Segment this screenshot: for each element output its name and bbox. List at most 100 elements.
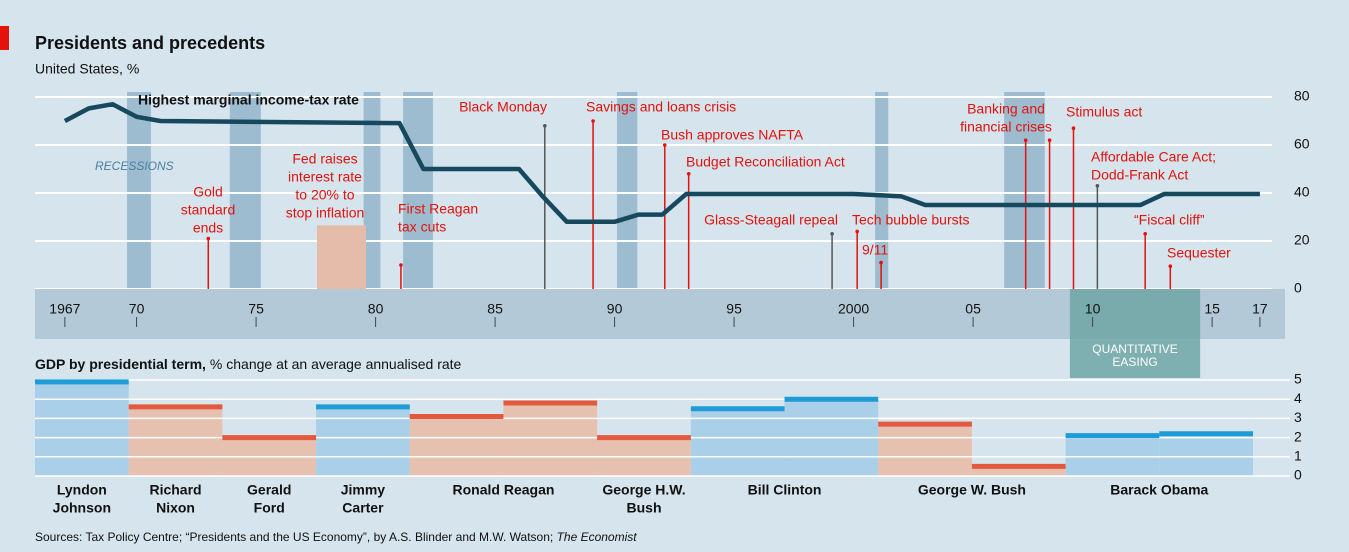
fed-label: to 20% to [295,187,354,203]
x-tick-label: 17 [1252,301,1268,317]
fed-box [317,225,367,289]
event-dot [1143,232,1147,236]
qe-label: EASING [1112,355,1157,369]
x-tick-label: 85 [487,301,503,317]
gdp-bar [1159,433,1253,476]
gdp-subtitle: % change at an average annualised rate [210,356,462,372]
qe-box [1069,289,1201,378]
fed-label: interest rate [288,169,362,185]
y-tick-label: 1 [1294,448,1302,464]
event-dot [1047,138,1052,142]
event-label: Dodd-Frank Act [1091,167,1188,183]
y-tick-label: 60 [1294,136,1310,152]
x-tick-label: 80 [368,301,384,317]
event-dot [542,124,547,128]
event-label: First Reagan [398,201,478,217]
recession-band [403,92,433,289]
event-label: tax cuts [398,219,446,235]
event-dot [206,236,211,241]
gdp-bar [316,406,410,476]
x-tick-label: 05 [965,301,981,317]
event-label: Banking and [967,101,1045,117]
source-text: Sources: Tax Policy Centre; “Presidents … [35,530,557,544]
event-dot [855,229,859,234]
event-label: Bush approves NAFTA [661,127,804,143]
event-label: Gold [193,184,223,200]
president-label: Bush [627,500,662,516]
event-dot [1168,264,1173,269]
gdp-bar [690,408,785,476]
x-tick-label: 70 [129,301,145,317]
president-label: Jimmy [341,482,386,498]
chart-subtitle: United States, % [35,61,139,77]
gdp-bar [503,403,598,476]
event-label: standard [181,202,235,218]
event-label: Stimulus act [1066,104,1142,120]
gdp-bar [35,381,129,476]
y-tick-label: 2 [1294,428,1302,444]
event-dot [591,119,595,123]
source: Sources: Tax Policy Centre; “Presidents … [35,530,637,544]
x-tick-label: 95 [726,301,742,317]
y-tick-label: 0 [1294,467,1302,483]
event-label: “Fiscal cliff” [1134,212,1205,228]
event-label: Affordable Care Act; [1091,149,1216,165]
fed-label: stop inflation [286,205,365,221]
president-label: George W. Bush [918,482,1026,498]
president-label: Barack Obama [1110,482,1208,498]
x-tick-label: 10 [1085,301,1101,317]
president-label: Bill Clinton [748,482,822,498]
event-dot [399,263,403,267]
source-italic: The Economist [557,530,638,544]
president-label: Johnson [53,500,111,516]
president-label: Lyndon [57,482,107,498]
event-dot [686,172,691,176]
y-tick-label: 3 [1294,409,1302,425]
recession-band [127,92,151,289]
y-tick-label: 4 [1294,390,1302,406]
y-tick-label: 80 [1294,88,1310,104]
event-label: Tech bubble bursts [852,212,970,228]
event-dot [830,232,834,236]
president-label: George H.W. [602,482,685,498]
y-tick-label: 5 [1294,371,1302,387]
fed-label: Fed raises [292,151,357,167]
president-label: Carter [342,500,384,516]
recession-band [616,92,638,289]
x-tick-label: 75 [248,301,264,317]
y-tick-label: 0 [1294,280,1302,296]
series-label: Highest marginal income-tax rate [138,92,359,108]
x-tick-label: 15 [1204,301,1220,317]
chart-title: Presidents and precedents [35,33,265,53]
event-label: Glass-Steagall repeal [704,212,838,228]
gdp-bar [409,416,504,476]
x-tick-label: 1967 [49,301,80,317]
president-label: Gerald [247,482,291,498]
qe-label: QUANTITATIVE [1092,342,1178,356]
event-dot [662,143,667,147]
gdp-bar [971,466,1066,476]
president-label: Ronald Reagan [453,482,555,498]
gdp-bar [878,424,972,476]
event-dot [1095,184,1100,188]
event-label: 9/11 [862,242,888,258]
event-label: Savings and loans crisis [586,99,736,115]
recession-band [1004,92,1045,289]
recession-band [363,92,381,289]
recessions-label: RECESSIONS [95,159,174,173]
event-dot [879,260,883,265]
red-tab [0,26,9,50]
gdp-title: GDP by presidential term,% change at an … [35,356,462,372]
event-dot [1023,138,1028,142]
event-label: Sequester [1167,245,1231,261]
president-label: Richard [149,482,201,498]
gdp-bar [1065,435,1160,476]
president-label: Ford [254,500,285,516]
president-label: Nixon [156,500,195,516]
recession-band [229,92,261,289]
y-tick-label: 40 [1294,184,1310,200]
event-label: ends [193,220,223,236]
x-tick-label: 90 [607,301,623,317]
event-label: Budget Reconciliation Act [686,154,845,170]
